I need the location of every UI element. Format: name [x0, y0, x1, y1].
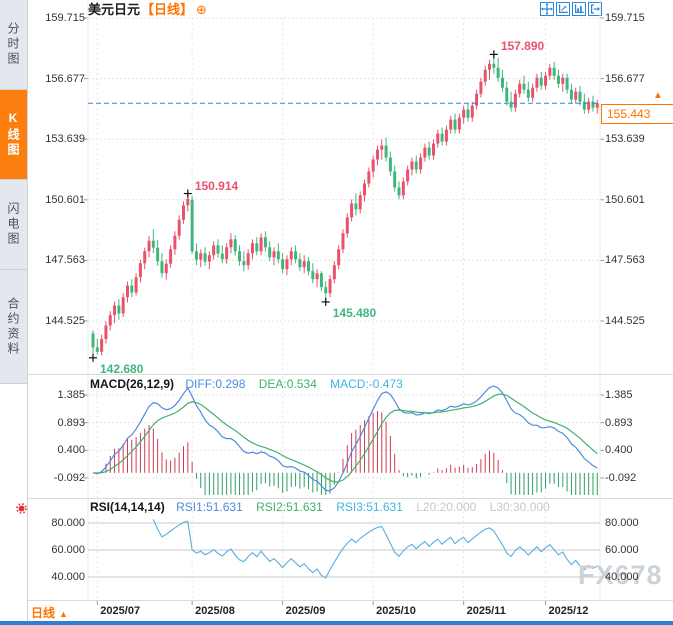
macd-panel-area[interactable]: [88, 390, 600, 497]
price-axis-label-left: 153.639: [45, 133, 85, 146]
sidebar-tab-1[interactable]: 分时图: [0, 0, 27, 90]
price-axis-label-right: 156.677: [605, 72, 645, 85]
price-axis-label-right: 147.563: [605, 254, 645, 267]
symbol-title: 美元日元: [88, 2, 141, 17]
rsi-panel-area[interactable]: [88, 514, 600, 600]
period-dropdown-arrow-icon: ▲: [59, 609, 68, 619]
bottom-blue-bar: [0, 621, 673, 625]
candles-layer: [91, 54, 599, 358]
rsi-l20-value: L20:20.000: [416, 500, 477, 514]
month-label: 2025/08: [195, 605, 235, 617]
rsi2-value: RSI2:51.631: [256, 500, 323, 514]
macd-axis-label-right: -0.092: [605, 472, 637, 484]
macd-layer: [92, 385, 598, 495]
month-label: 2025/09: [285, 605, 326, 617]
rsi-axis-label-right: 60.000: [605, 544, 639, 556]
axis-scale-icon[interactable]: [556, 2, 570, 16]
macd-name: MACD(26,12,9): [90, 377, 175, 391]
period-tag: 【日线】: [141, 2, 194, 17]
price-axis-label-left: 144.525: [45, 314, 85, 327]
rsi-axis-label-left: 40.000: [51, 571, 85, 583]
macd-axis-label-left: 0.893: [57, 416, 85, 429]
sidebar-tab-2[interactable]: K线图: [0, 90, 27, 180]
macd-axis-label-left: -0.092: [53, 472, 85, 484]
watermark: FX678: [578, 560, 663, 590]
rsi-axis-label-left: 80.000: [51, 517, 85, 529]
period-selector[interactable]: 日线 ▲: [31, 604, 87, 621]
chart-header: 美元日元【日线】 ⊕: [88, 2, 207, 18]
rsi-name: RSI(14,14,14): [90, 500, 165, 514]
price-axis-label-left: 150.601: [45, 193, 85, 206]
rsi1-value: RSI1:51.631: [176, 500, 243, 514]
macd-axis-label-left: 0.400: [57, 444, 85, 457]
macd-header: MACD(26,12,9) DIFF:0.298 DEA:0.534 MACD:…: [90, 377, 403, 391]
macd-axis-label-right: 0.893: [605, 416, 633, 429]
sidebar-tab-3[interactable]: 闪电图: [0, 180, 27, 270]
price-axis-label-right: 144.525: [605, 314, 645, 327]
rsi-layer: [152, 519, 598, 579]
exit-chart-icon[interactable]: [588, 2, 602, 16]
month-label: 2025/10: [376, 605, 416, 617]
sidebar-tab-rail: 分时图 K线图 闪电图 合约资料: [0, 0, 28, 625]
macd-axis-label-right: 1.385: [605, 388, 633, 401]
rsi-axis-label-right: 40.000: [605, 571, 639, 583]
macd-axis-label-right: 0.400: [605, 444, 633, 457]
price-axis-label-left: 156.677: [45, 72, 85, 85]
price-axis-label-right: 159.715: [605, 12, 645, 24]
price-annotation: 145.480: [332, 305, 377, 320]
price-annotation: 157.890: [500, 39, 545, 54]
rsi-l30-value: L30:30.000: [489, 500, 550, 514]
macd-macd-value: MACD:-0.473: [330, 377, 403, 391]
pan-crosshair-icon[interactable]: [540, 2, 554, 16]
price-up-arrow-icon: ▲: [653, 90, 663, 101]
rsi-header: RSI(14,14,14) RSI1:51.631 RSI2:51.631 RS…: [90, 500, 550, 514]
month-label: 2025/12: [548, 605, 589, 617]
price-axis-label-left: 159.715: [45, 12, 85, 24]
rsi-axis-label-right: 80.000: [605, 517, 639, 529]
price-axis-label-right: 150.601: [605, 193, 645, 206]
sidebar-tab-4[interactable]: 合约资料: [0, 270, 27, 384]
price-annotation: 142.680: [100, 361, 144, 376]
circle-plus-icon[interactable]: ⊕: [196, 2, 207, 17]
chart-toolbar: [540, 2, 602, 16]
grid-layer: [28, 0, 673, 605]
live-blink-icon: [13, 500, 30, 522]
macd-axis-label-left: 1.385: [57, 388, 85, 401]
price-annotation: 150.914: [194, 178, 239, 193]
period-label: 日线: [31, 606, 56, 620]
bar-chart-icon[interactable]: [572, 2, 586, 16]
price-axis-label-right: 153.639: [605, 133, 645, 146]
marker-layer: [89, 50, 498, 362]
macd-diff-value: DIFF:0.298: [185, 377, 246, 391]
current-price-tag: 155.443: [601, 104, 673, 124]
rsi-axis-label-left: 60.000: [51, 544, 85, 556]
month-label: 2025/11: [466, 605, 506, 617]
rsi3-value: RSI3:51.631: [336, 500, 403, 514]
month-label: 2025/07: [100, 605, 141, 617]
macd-dea-value: DEA:0.534: [258, 377, 317, 391]
price-axis-label-left: 147.563: [45, 254, 85, 267]
